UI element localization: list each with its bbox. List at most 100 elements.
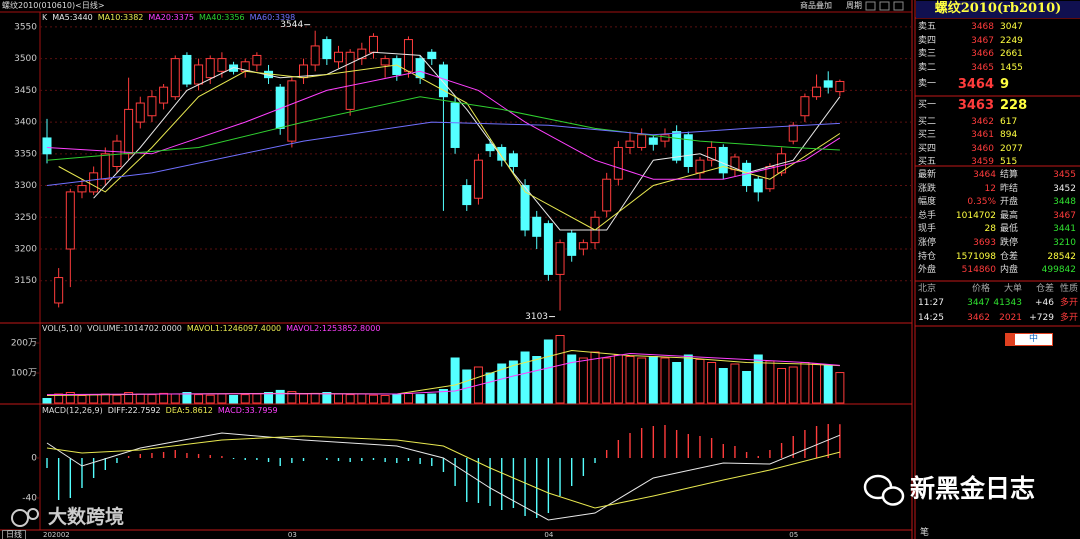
stat-label: 外盘 [918, 265, 937, 276]
line-series [46, 435, 841, 509]
stat-label: 开盘 [1000, 197, 1019, 208]
y-tick-label: 200万 [11, 339, 37, 349]
candle-body [438, 64, 448, 98]
volume-bar [835, 372, 845, 404]
trade-cell: 多开 [1059, 313, 1078, 323]
volume-bar [357, 393, 367, 404]
candle-body [473, 159, 483, 199]
close-button[interactable] [893, 1, 904, 11]
volume-bar [89, 394, 99, 404]
volume-bar [753, 354, 763, 404]
candle-body [380, 58, 390, 66]
volume-bar [135, 393, 145, 404]
volume-bar [287, 391, 297, 404]
wechat-icon [863, 474, 905, 506]
volume-bar [100, 393, 110, 404]
order-label: 买五 [918, 157, 937, 167]
panel-header: VOL(5,10) VOLUME:1014702.0000 MAVOL1:12460… [42, 325, 380, 333]
volume-bar [625, 356, 635, 404]
stat-label: 跌停 [1000, 238, 1019, 248]
stat-value: 0.35% [967, 197, 996, 208]
stat-label: 最低 [1000, 224, 1019, 235]
volume-bar [578, 357, 588, 404]
minimize-button[interactable] [865, 1, 876, 11]
stat-label: 持仓 [918, 251, 937, 262]
order-label: 卖二 [918, 62, 937, 73]
volume-bar [345, 394, 355, 404]
volume-bar [299, 393, 309, 404]
x-tick-label: 202002 [43, 531, 70, 539]
volume-bar [450, 357, 460, 404]
candle-body [252, 54, 262, 66]
stat-label: 结算 [1000, 170, 1019, 180]
volume-bar [765, 360, 775, 404]
volume-bar [543, 339, 553, 404]
trade-cell: 11:27 [918, 298, 944, 308]
order-label: 卖三 [918, 49, 937, 59]
volume-bar [683, 354, 693, 404]
volume-bar [648, 356, 658, 404]
candle-body [672, 131, 682, 161]
legend-entry: MACD:33.7959 [217, 406, 278, 415]
volume-bar [707, 362, 717, 404]
candle-body [194, 64, 204, 85]
stat-label: 总手 [918, 210, 937, 221]
volume-bar [590, 351, 600, 404]
volume-bar [194, 394, 204, 404]
maximize-button[interactable] [879, 1, 890, 11]
volume-bar [520, 351, 530, 404]
period-button[interactable]: 周期 [846, 1, 862, 10]
candle-body [683, 134, 693, 168]
panel-header: K MA5:3440 MA10:3382 MA20:3375 MA40:3356 MA60… [42, 14, 295, 22]
candle-body [660, 134, 670, 142]
trade-cell: 3447 [967, 298, 990, 308]
axis-tag[interactable]: 日线 [2, 530, 26, 539]
order-volume: 894 [1000, 130, 1018, 140]
volume-bar [124, 392, 134, 404]
watermark-logo [11, 508, 39, 527]
line-series [46, 96, 840, 161]
panel-header: MACD(12,26,9) DIFF:22.7592 DEA:5.8612 MACD:… [42, 407, 278, 415]
volume-bar [672, 362, 682, 404]
extreme-label: 3544 [280, 20, 303, 30]
stat-value: 1014702 [955, 210, 996, 221]
candle-body [555, 242, 565, 275]
volume-bar [497, 363, 507, 404]
trade-header: 仓差 [1035, 284, 1054, 294]
stat-value: 12 [984, 183, 996, 194]
legend-entry: VOL(5,10) [42, 324, 83, 333]
volume-bar [742, 371, 752, 404]
legend-entry: MA40:3356 [199, 13, 245, 22]
candle-body [800, 96, 810, 117]
order-label: 卖一 [918, 79, 937, 89]
legend-entry: DIFF:22.7592 [107, 406, 161, 415]
candle-body [147, 96, 157, 117]
line-series [46, 70, 841, 180]
candle-body [625, 140, 635, 148]
stat-value: 499842 [1041, 265, 1076, 276]
order-price: 3462 [971, 116, 994, 127]
candle-body [275, 86, 285, 129]
stat-value: 514860 [961, 265, 996, 276]
line-series [46, 121, 840, 186]
order-volume: 515 [1000, 157, 1018, 167]
order-price: 3466 [971, 49, 994, 59]
volume-bar [264, 392, 274, 404]
order-price: 3465 [971, 62, 994, 73]
volume-bar [730, 363, 740, 404]
order-volume: 3047 [1000, 22, 1023, 32]
volume-bar [823, 365, 833, 404]
y-tick-label: 3350 [14, 149, 37, 159]
overlay-button[interactable]: 商品叠加 [800, 1, 832, 10]
order-price: 3468 [971, 22, 994, 32]
trade-header: 性质 [1059, 284, 1078, 294]
candle-body [368, 35, 378, 53]
candle-body [508, 153, 518, 168]
candle-body [65, 191, 75, 250]
stat-value: 3448 [1053, 197, 1076, 208]
candle-body [345, 51, 355, 110]
volume-bar [334, 393, 343, 404]
candle-body [613, 146, 623, 180]
order-volume: 228 [1000, 98, 1028, 113]
